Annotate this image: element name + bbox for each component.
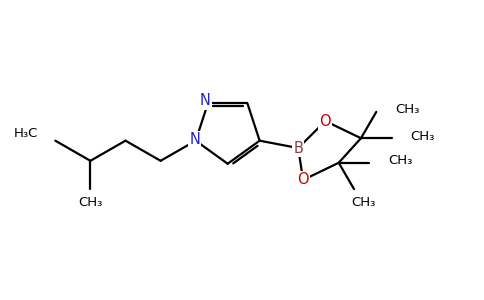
Text: O: O xyxy=(319,114,331,129)
Text: N: N xyxy=(200,93,211,108)
Text: B: B xyxy=(293,140,303,155)
Text: CH₃: CH₃ xyxy=(78,196,103,209)
Text: CH₃: CH₃ xyxy=(410,130,435,143)
Text: CH₃: CH₃ xyxy=(388,154,412,167)
Text: H₃C: H₃C xyxy=(14,127,38,140)
Text: N: N xyxy=(189,132,200,147)
Text: CH₃: CH₃ xyxy=(352,196,376,209)
Text: CH₃: CH₃ xyxy=(395,103,420,116)
Text: O: O xyxy=(297,172,309,188)
